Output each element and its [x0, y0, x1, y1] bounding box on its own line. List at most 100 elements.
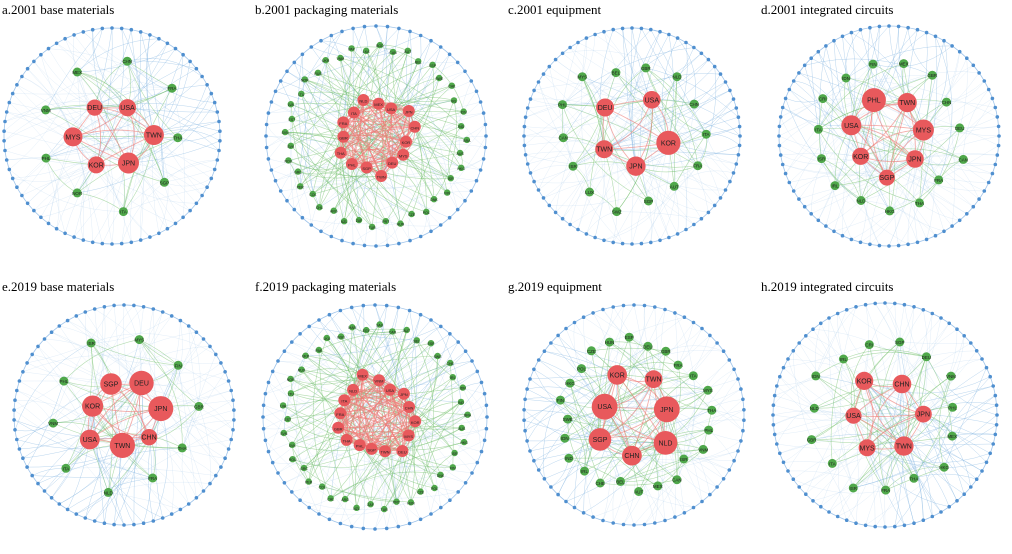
periphery-node	[429, 512, 433, 516]
periphery-node	[980, 357, 984, 361]
core-node-label: MYS	[860, 445, 876, 452]
middle-edge	[926, 356, 953, 437]
middle-node: CAN	[559, 133, 568, 143]
periphery-edge	[616, 211, 702, 219]
periphery-edge	[913, 473, 977, 480]
periphery-node	[485, 415, 489, 419]
periphery-node	[223, 370, 227, 374]
periphery-node	[912, 305, 916, 309]
middle-node: ITA	[813, 124, 823, 134]
periphery-edge	[645, 67, 739, 118]
periphery-node	[298, 332, 302, 336]
periphery-node	[397, 26, 401, 31]
periphery-node	[933, 233, 938, 238]
periphery-node	[988, 374, 992, 379]
periphery-edge	[148, 371, 226, 438]
middle-node: MAR	[348, 324, 357, 331]
periphery-node	[266, 380, 271, 385]
periphery-node	[611, 240, 615, 245]
core-node: USA	[841, 115, 862, 136]
middle-node-label: NOR	[72, 191, 83, 196]
middle-edge	[620, 449, 704, 482]
periphery-edge	[863, 380, 915, 524]
periphery-node	[528, 377, 532, 381]
core-node: TWN	[375, 170, 388, 182]
middle-node-label: NOR	[301, 78, 309, 82]
nodes-layer: MEXGBRCHNDEUCANFRATHAHKGNLDIRLISRITACRII…	[777, 24, 1001, 248]
periphery-node	[667, 235, 671, 240]
periphery-edge	[106, 107, 128, 245]
periphery-node	[482, 438, 487, 443]
middle-edge	[853, 415, 915, 479]
periphery-node	[276, 471, 280, 475]
periphery-edge	[894, 407, 953, 527]
middle-node: COL	[309, 190, 316, 198]
periphery-node	[81, 238, 86, 242]
periphery-node	[969, 485, 973, 489]
periphery-edge	[340, 310, 405, 394]
periphery-edge	[793, 158, 916, 192]
middle-node: PRT	[382, 218, 390, 225]
periphery-node	[536, 358, 541, 362]
periphery-node	[993, 162, 998, 167]
middle-node-label: SWE	[435, 77, 444, 81]
panel-title: a.2001 base materials	[2, 2, 115, 17]
periphery-edge	[12, 87, 173, 95]
middle-node-label: DEU	[922, 355, 932, 360]
periphery-node	[673, 311, 677, 315]
middle-node-label: IND	[565, 456, 574, 461]
panel-title: g.2019 equipment	[508, 279, 602, 294]
periphery-node	[384, 303, 389, 308]
middle-node: ITA	[701, 129, 711, 139]
periphery-node	[893, 524, 897, 529]
core-node: DEU	[86, 99, 103, 116]
periphery-node	[329, 33, 334, 38]
periphery-edge	[153, 408, 168, 522]
periphery-node	[463, 69, 467, 74]
middle-node-label: SAU	[376, 324, 384, 328]
periphery-node	[340, 29, 344, 34]
middle-edge	[366, 328, 407, 331]
middle-node: MYS	[703, 385, 713, 395]
periphery-node	[791, 79, 796, 83]
core-node: KOR	[82, 395, 104, 417]
periphery-node	[649, 27, 653, 32]
middle-node-label: TUR	[381, 508, 389, 512]
middle-node: VNM	[337, 54, 344, 62]
middle-node: ISR	[568, 161, 578, 171]
periphery-node	[977, 71, 981, 75]
middle-node-label: CZE	[587, 349, 596, 354]
periphery-node	[996, 124, 1001, 129]
periphery-node	[902, 302, 907, 307]
middle-edge	[581, 366, 694, 376]
middle-edge	[370, 401, 462, 505]
core-node-label: KOR	[857, 378, 872, 385]
periphery-node	[993, 432, 998, 437]
periphery-node	[797, 485, 801, 489]
middle-node: GBR	[927, 70, 938, 80]
periphery-edge	[94, 29, 132, 108]
middle-node: NLD	[856, 196, 866, 205]
periphery-edge	[555, 72, 617, 213]
middle-node-label: FIN	[444, 192, 450, 196]
middle-node: TUR	[368, 223, 376, 231]
middle-edge	[292, 421, 416, 446]
middle-node-label: THA	[909, 476, 918, 481]
core-node: USA	[643, 91, 661, 109]
periphery-node	[971, 63, 976, 68]
periphery-node	[581, 511, 586, 515]
periphery-node	[942, 38, 946, 43]
core-node: USA	[118, 99, 137, 117]
periphery-node	[160, 516, 165, 520]
periphery-node	[72, 235, 76, 239]
periphery-edge	[523, 409, 632, 456]
edges-layer	[265, 25, 487, 247]
periphery-edge	[72, 136, 93, 243]
middle-node: NZL	[353, 504, 360, 511]
middle-node-label: ISR	[850, 486, 858, 491]
nodes-layer: MYSFINGBRTHAFRANLDITAVNMPHLISRDEUJPNCHNT…	[12, 303, 236, 527]
periphery-node	[194, 201, 199, 206]
periphery-node	[741, 428, 745, 433]
middle-node-label: IND	[458, 125, 465, 129]
middle-node: CRI	[864, 340, 874, 350]
